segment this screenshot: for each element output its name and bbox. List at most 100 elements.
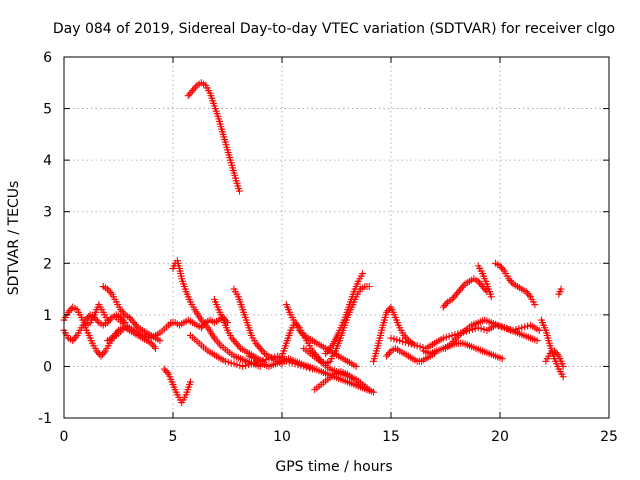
data-point — [518, 324, 526, 332]
data-point — [557, 285, 565, 293]
data-point-fill — [149, 341, 157, 349]
data-point-fill — [297, 328, 305, 336]
y-tick-label: 4 — [43, 153, 52, 169]
data-point-fill — [259, 348, 267, 356]
data-point-fill — [70, 335, 78, 343]
data-point — [156, 337, 164, 345]
data-point-fill — [407, 340, 415, 348]
y-tick-label: 5 — [43, 102, 52, 118]
data-point-fill — [66, 307, 74, 315]
data-point-fill — [449, 294, 457, 302]
data-point — [117, 306, 125, 314]
data-point-fill — [399, 338, 407, 346]
data-point-fill — [386, 349, 394, 357]
data-point-fill — [477, 281, 485, 289]
data-point-fill — [454, 289, 462, 297]
data-point — [363, 386, 371, 394]
data-point — [91, 313, 99, 321]
data-point-fill — [250, 359, 258, 367]
data-point-fill — [128, 317, 136, 325]
data-point — [138, 331, 146, 339]
data-point-fill — [402, 338, 410, 346]
data-point — [448, 331, 456, 339]
data-point — [365, 282, 373, 290]
data-point-fill — [105, 317, 113, 325]
y-tick-label: 3 — [43, 205, 52, 221]
data-point — [505, 275, 513, 283]
data-point-fill — [445, 332, 453, 340]
data-point — [221, 357, 229, 365]
data-point-fill — [162, 367, 170, 375]
x-axis-label: GPS time / hours — [275, 459, 392, 475]
data-point-fill — [245, 361, 253, 369]
data-point-fill — [298, 330, 306, 338]
data-point-fill — [83, 314, 91, 322]
series-arc-19 — [322, 270, 367, 358]
data-point-fill — [131, 320, 139, 328]
data-point — [104, 285, 112, 293]
y-tick-label: 2 — [43, 256, 52, 272]
data-point-fill — [192, 83, 200, 91]
data-point — [256, 344, 264, 352]
data-point-fill — [100, 349, 108, 357]
data-point-fill — [235, 343, 243, 351]
data-point-fill — [72, 333, 80, 341]
data-point — [457, 285, 465, 293]
data-point-fill — [242, 362, 250, 370]
data-point — [232, 339, 240, 347]
data-point — [487, 293, 495, 301]
x-tick-label: 15 — [382, 429, 400, 445]
plot-frame — [63, 56, 610, 419]
data-point — [152, 344, 160, 352]
data-point — [498, 355, 506, 363]
data-point — [247, 360, 255, 368]
data-point-fill — [105, 287, 113, 295]
data-point-fill — [224, 358, 232, 366]
data-point — [160, 365, 168, 373]
data-point — [230, 360, 238, 368]
data-point-fill — [118, 307, 126, 315]
data-point — [130, 319, 138, 327]
data-point — [404, 339, 412, 347]
data-point — [189, 87, 197, 95]
series-arc-02 — [60, 311, 129, 345]
x-tick-label: 10 — [273, 429, 291, 445]
series-arc-25 — [442, 316, 541, 352]
x-tick-label: 0 — [60, 429, 69, 445]
data-point-fill — [187, 88, 195, 96]
data-point-fill — [163, 368, 171, 376]
data-point-fill — [255, 343, 263, 351]
data-point — [448, 295, 456, 303]
data-point — [228, 334, 236, 342]
data-point-fill — [384, 350, 392, 358]
data-point — [452, 290, 460, 298]
data-point-fill — [120, 309, 128, 317]
data-point-fill — [133, 322, 141, 330]
data-point-fill — [497, 264, 505, 272]
series-arc-07 — [160, 365, 194, 407]
data-point — [104, 319, 112, 327]
data-point-fill — [458, 283, 466, 291]
y-axis-label: SDTVAR / TECUs — [6, 181, 22, 296]
series-arc-10 — [184, 79, 243, 195]
data-point-fill — [451, 292, 459, 300]
data-point-fill — [253, 341, 261, 349]
data-point-fill — [233, 361, 241, 369]
data-point-fill — [460, 282, 468, 290]
data-point-fill — [99, 350, 107, 358]
data-point — [69, 337, 77, 345]
data-point-fill — [508, 278, 516, 286]
series-arc-30 — [555, 285, 565, 298]
data-point — [197, 324, 205, 332]
series-arc-09 — [169, 257, 264, 370]
data-point-fill — [524, 289, 532, 297]
data-point — [93, 347, 101, 355]
y-tick-label: -1 — [38, 411, 52, 427]
series-arc-06 — [112, 313, 177, 342]
data-point — [383, 308, 391, 316]
series-arc-26 — [474, 262, 495, 301]
data-point-fill — [442, 333, 450, 341]
data-point-fill — [525, 291, 533, 299]
data-point — [559, 373, 567, 381]
